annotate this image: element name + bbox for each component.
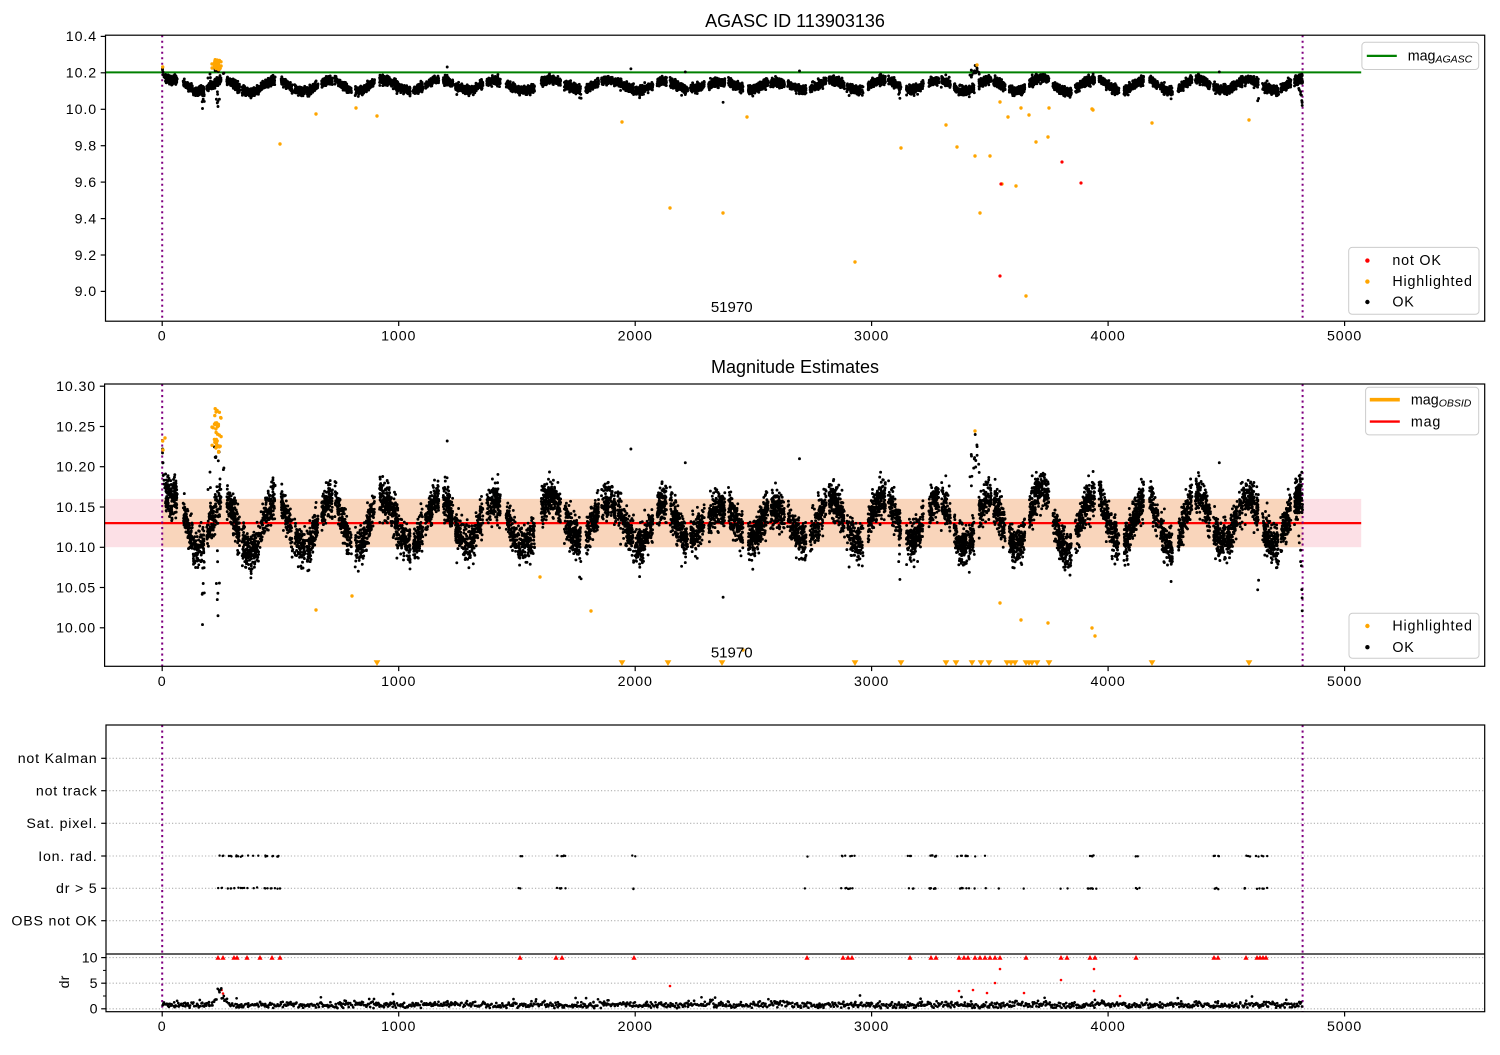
svg-text:10.30: 10.30 [56, 379, 96, 395]
svg-text:9.2: 9.2 [75, 248, 97, 264]
svg-text:10.4: 10.4 [66, 29, 97, 45]
svg-text:AGASC ID 113903136: AGASC ID 113903136 [705, 11, 885, 31]
svg-text:4000: 4000 [1091, 1019, 1126, 1035]
svg-text:dr: dr [57, 975, 73, 988]
svg-text:10.10: 10.10 [56, 540, 96, 556]
svg-text:10.25: 10.25 [56, 419, 96, 435]
svg-text:10.2: 10.2 [66, 66, 97, 82]
svg-text:2000: 2000 [618, 329, 653, 345]
svg-text:magOBSID: magOBSID [1411, 393, 1472, 410]
svg-text:4000: 4000 [1091, 674, 1126, 690]
svg-text:3000: 3000 [854, 1019, 889, 1035]
svg-text:3000: 3000 [854, 674, 889, 690]
svg-text:0: 0 [90, 1002, 98, 1018]
svg-text:51970: 51970 [711, 299, 753, 316]
svg-text:Sat. pixel.: Sat. pixel. [26, 816, 97, 832]
svg-text:10: 10 [82, 950, 98, 966]
svg-text:1000: 1000 [381, 674, 416, 690]
svg-text:10.05: 10.05 [56, 580, 96, 596]
svg-text:10.00: 10.00 [56, 621, 96, 637]
svg-text:4000: 4000 [1091, 329, 1126, 345]
svg-text:9.6: 9.6 [75, 175, 97, 191]
svg-text:5000: 5000 [1327, 674, 1362, 690]
svg-text:not track: not track [36, 784, 98, 800]
svg-text:5000: 5000 [1327, 329, 1362, 345]
svg-text:Magnitude Estimates: Magnitude Estimates [711, 357, 879, 377]
svg-text:10.0: 10.0 [66, 102, 97, 118]
svg-text:9.0: 9.0 [75, 284, 97, 300]
svg-text:3000: 3000 [854, 329, 889, 345]
svg-text:0: 0 [158, 329, 167, 345]
svg-text:2000: 2000 [618, 1019, 653, 1035]
svg-text:0: 0 [158, 1019, 167, 1035]
svg-text:Ion. rad.: Ion. rad. [38, 849, 97, 865]
svg-text:magAGASC: magAGASC [1408, 48, 1473, 65]
svg-text:51970: 51970 [711, 645, 753, 662]
svg-text:Highlighted: Highlighted [1392, 274, 1472, 290]
svg-text:0: 0 [158, 674, 167, 690]
svg-text:9.8: 9.8 [75, 139, 97, 155]
svg-text:not OK: not OK [1392, 253, 1441, 269]
svg-text:1000: 1000 [381, 1019, 416, 1035]
svg-text:not Kalman: not Kalman [18, 751, 98, 767]
svg-text:10.15: 10.15 [56, 500, 96, 516]
svg-text:1000: 1000 [381, 329, 416, 345]
svg-text:OK: OK [1392, 640, 1414, 656]
svg-text:mag: mag [1411, 414, 1441, 430]
svg-text:10.20: 10.20 [56, 460, 96, 476]
svg-text:5000: 5000 [1327, 1019, 1362, 1035]
svg-text:dr > 5: dr > 5 [56, 881, 97, 897]
svg-text:9.4: 9.4 [75, 211, 97, 227]
svg-text:OBS not OK: OBS not OK [11, 914, 97, 930]
svg-text:OK: OK [1392, 295, 1414, 311]
svg-text:5: 5 [90, 976, 98, 992]
svg-text:2000: 2000 [618, 674, 653, 690]
svg-text:Highlighted: Highlighted [1392, 619, 1472, 635]
